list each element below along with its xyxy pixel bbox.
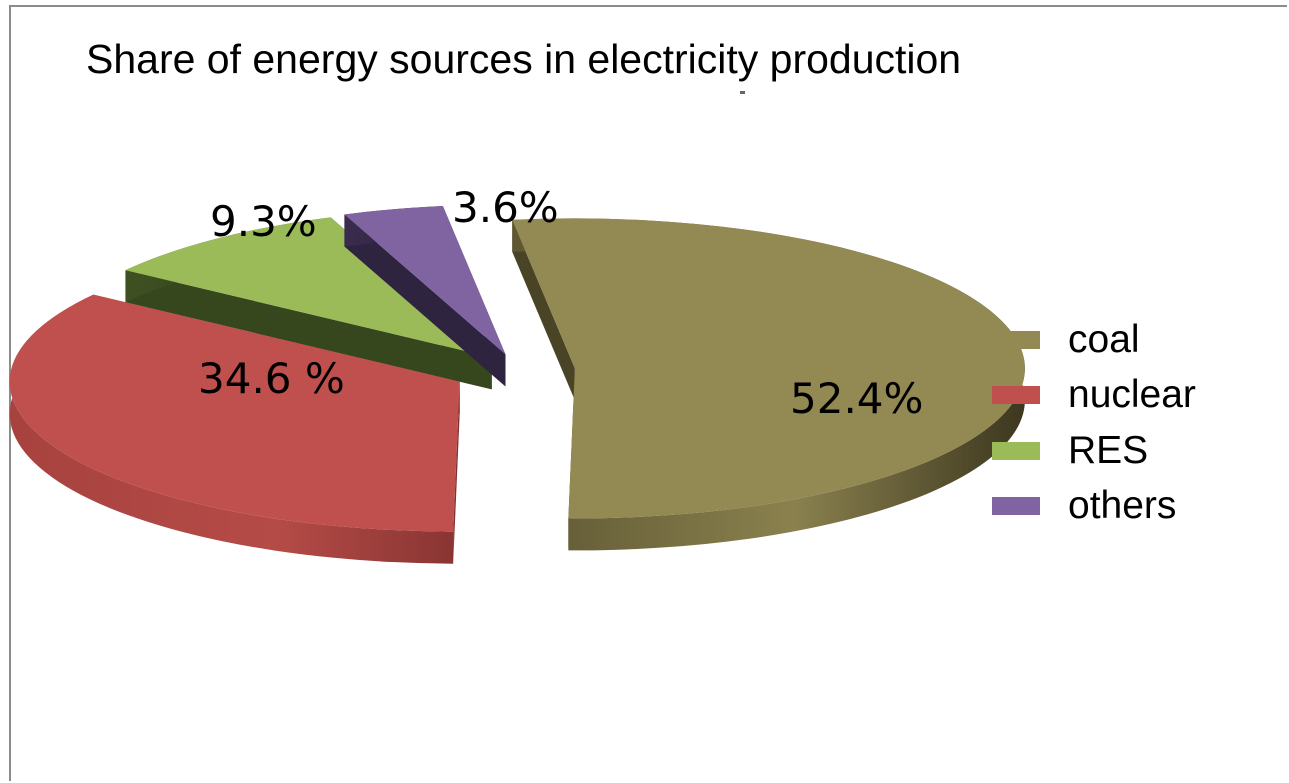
pie-slice-wall-res [125, 270, 492, 390]
pie-slice-top-coal [512, 218, 1025, 519]
data-label-coal: 52.4% [790, 374, 923, 423]
pie-slice-wall-others [344, 214, 506, 387]
legend-swatch [992, 330, 1040, 349]
pie-slice-others [344, 206, 506, 387]
pie-slice-coal [512, 218, 1025, 551]
legend-item-nuclear: nuclear [992, 368, 1196, 424]
data-label-res: 9.3% [210, 197, 317, 246]
pie-slice-side-nuclear [9, 294, 454, 564]
pie-slice-top-others [344, 206, 506, 355]
data-label-nuclear: 34.6 % [198, 354, 345, 403]
legend-label: coal [1068, 317, 1140, 361]
legend: coal nuclear RES others [992, 312, 1196, 534]
legend-swatch [992, 441, 1040, 460]
pie-slice-nuclear [9, 294, 460, 564]
legend-item-res: RES [992, 423, 1196, 479]
chart-frame [9, 5, 1287, 781]
legend-swatch [992, 386, 1040, 405]
data-label-others: 3.6% [452, 183, 559, 232]
pie-slice-top-nuclear [9, 294, 460, 532]
legend-swatch [992, 497, 1040, 516]
chart-title: Share of energy sources in electricity p… [86, 36, 962, 82]
pie-slice-top-res [125, 217, 492, 358]
legend-label: RES [1068, 428, 1149, 472]
title-artifact [740, 91, 745, 94]
pie-slice-wall-coal [512, 219, 575, 401]
legend-item-coal: coal [992, 312, 1196, 368]
legend-label: others [1068, 484, 1177, 528]
legend-item-others: others [992, 479, 1196, 535]
pie-slice-wall-nuclear [453, 381, 460, 564]
legend-label: nuclear [1068, 373, 1196, 417]
